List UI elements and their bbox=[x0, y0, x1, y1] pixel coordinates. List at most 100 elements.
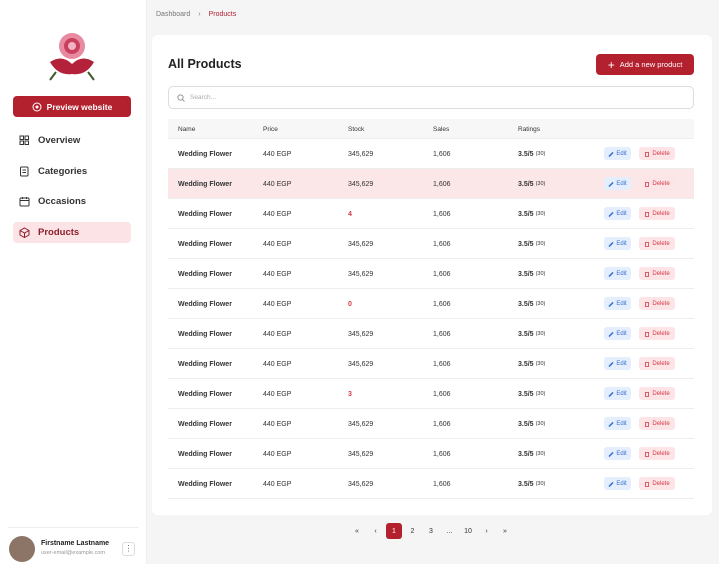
table-row: Wedding Flower 440 EGP 345,629 1,606 3.5/5 (3… bbox=[168, 409, 694, 439]
rating: 3.5/5 (30) bbox=[518, 139, 545, 169]
rating-count: (30) bbox=[535, 331, 546, 337]
rating-count: (30) bbox=[535, 271, 546, 277]
column-header: Sales bbox=[433, 125, 450, 133]
product-name: Wedding Flower bbox=[178, 270, 232, 278]
delete-button[interactable]: Delete bbox=[639, 267, 675, 280]
page-button[interactable]: 10 bbox=[464, 527, 472, 535]
rating-count: (30) bbox=[535, 361, 546, 367]
button-label: Preview website bbox=[46, 101, 113, 112]
edit-button[interactable]: Edit bbox=[604, 447, 631, 460]
table-row: Wedding Flower 440 EGP 345,629 1,606 3.5/5 (3… bbox=[168, 169, 694, 199]
price: 440 EGP bbox=[263, 270, 292, 278]
edit-button[interactable]: Edit bbox=[604, 177, 631, 190]
nav-label: Categories bbox=[38, 165, 88, 177]
nav-label: Products bbox=[38, 226, 80, 238]
nav-item[interactable]: Occasions bbox=[13, 191, 131, 212]
edit-button[interactable]: Edit bbox=[604, 147, 631, 160]
rating: 3.5/5 (30) bbox=[518, 199, 545, 229]
edit-button[interactable]: Edit bbox=[604, 477, 631, 490]
page-button[interactable]: ... bbox=[446, 527, 453, 535]
delete-label: Delete bbox=[652, 240, 670, 247]
add-product-button[interactable]: + Add a new product bbox=[596, 54, 694, 75]
delete-label: Delete bbox=[652, 360, 670, 367]
edit-button[interactable]: Edit bbox=[604, 237, 631, 250]
edit-label: Edit bbox=[616, 390, 627, 397]
edit-icon bbox=[608, 451, 614, 457]
product-name: Wedding Flower bbox=[178, 360, 232, 368]
column-header: Stock bbox=[348, 125, 365, 133]
edit-label: Edit bbox=[616, 240, 627, 247]
search-placeholder: Search... bbox=[190, 94, 217, 101]
edit-button[interactable]: Edit bbox=[604, 387, 631, 400]
edit-button[interactable]: Edit bbox=[604, 327, 631, 340]
edit-button[interactable]: Edit bbox=[604, 267, 631, 280]
delete-button[interactable]: Delete bbox=[639, 387, 675, 400]
delete-button[interactable]: Delete bbox=[639, 207, 675, 220]
product-name: Wedding Flower bbox=[178, 420, 232, 428]
edit-button[interactable]: Edit bbox=[604, 207, 631, 220]
delete-button[interactable]: Delete bbox=[639, 357, 675, 370]
stock: 345,629 bbox=[348, 330, 374, 338]
delete-icon bbox=[645, 181, 650, 187]
page-button[interactable]: 3 bbox=[429, 527, 433, 535]
product-name: Wedding Flower bbox=[178, 480, 232, 488]
nav-item[interactable]: Products bbox=[13, 221, 131, 243]
edit-label: Edit bbox=[616, 450, 627, 457]
divider bbox=[8, 527, 139, 528]
nav-item[interactable]: Categories bbox=[13, 161, 131, 182]
edit-icon bbox=[608, 151, 614, 157]
rating-score: 3.5/5 bbox=[518, 330, 534, 338]
edit-button[interactable]: Edit bbox=[604, 417, 631, 430]
delete-label: Delete bbox=[652, 390, 670, 397]
rating-score: 3.5/5 bbox=[518, 150, 534, 158]
stock: 345,629 bbox=[348, 270, 374, 278]
delete-button[interactable]: Delete bbox=[639, 237, 675, 250]
delete-button[interactable]: Delete bbox=[639, 297, 675, 310]
edit-label: Edit bbox=[616, 480, 627, 487]
delete-icon bbox=[645, 241, 650, 247]
page-button[interactable]: › bbox=[485, 527, 488, 535]
user-menu-button[interactable]: ⋮ bbox=[122, 542, 135, 556]
delete-button[interactable]: Delete bbox=[639, 447, 675, 460]
delete-button[interactable]: Delete bbox=[639, 177, 675, 190]
rating-score: 3.5/5 bbox=[518, 480, 534, 488]
rating: 3.5/5 (30) bbox=[518, 229, 545, 259]
rating-score: 3.5/5 bbox=[518, 180, 534, 188]
rating: 3.5/5 (30) bbox=[518, 379, 545, 409]
delete-button[interactable]: Delete bbox=[639, 147, 675, 160]
edit-icon bbox=[608, 301, 614, 307]
page-button[interactable]: 1 bbox=[386, 523, 402, 539]
nav-item[interactable]: Overview bbox=[13, 130, 131, 151]
edit-label: Edit bbox=[616, 150, 627, 157]
stock: 345,629 bbox=[348, 180, 374, 188]
rating-score: 3.5/5 bbox=[518, 390, 534, 398]
page-button[interactable]: 2 bbox=[410, 527, 415, 535]
delete-button[interactable]: Delete bbox=[639, 327, 675, 340]
preview-website-button[interactable]: Preview website bbox=[13, 96, 131, 117]
stock: 3 bbox=[348, 390, 352, 398]
edit-icon bbox=[608, 241, 614, 247]
delete-button[interactable]: Delete bbox=[639, 477, 675, 490]
column-header: Name bbox=[178, 125, 196, 133]
rating: 3.5/5 (30) bbox=[518, 439, 545, 469]
breadcrumb-item[interactable]: Dashboard bbox=[156, 11, 191, 18]
table-row: Wedding Flower 440 EGP 345,629 1,606 3.5/5 (3… bbox=[168, 349, 694, 379]
edit-button[interactable]: Edit bbox=[604, 357, 631, 370]
page-button[interactable]: ‹ bbox=[374, 527, 377, 535]
sales: 1,606 bbox=[433, 420, 451, 428]
page-button[interactable]: « bbox=[355, 527, 359, 535]
edit-button[interactable]: Edit bbox=[604, 297, 631, 310]
delete-button[interactable]: Delete bbox=[639, 417, 675, 430]
stock: 345,629 bbox=[348, 150, 374, 158]
sales: 1,606 bbox=[433, 270, 451, 278]
delete-label: Delete bbox=[652, 420, 670, 427]
edit-label: Edit bbox=[616, 420, 627, 427]
sales: 1,606 bbox=[433, 480, 451, 488]
page-button[interactable]: » bbox=[503, 527, 507, 535]
search-input[interactable]: Search... bbox=[168, 86, 694, 109]
logo bbox=[49, 33, 95, 81]
price: 440 EGP bbox=[263, 180, 292, 188]
icon bbox=[32, 102, 42, 111]
table-row: Wedding Flower 440 EGP 345,629 1,606 3.5/5 (3… bbox=[168, 139, 694, 169]
rating-score: 3.5/5 bbox=[518, 240, 534, 248]
